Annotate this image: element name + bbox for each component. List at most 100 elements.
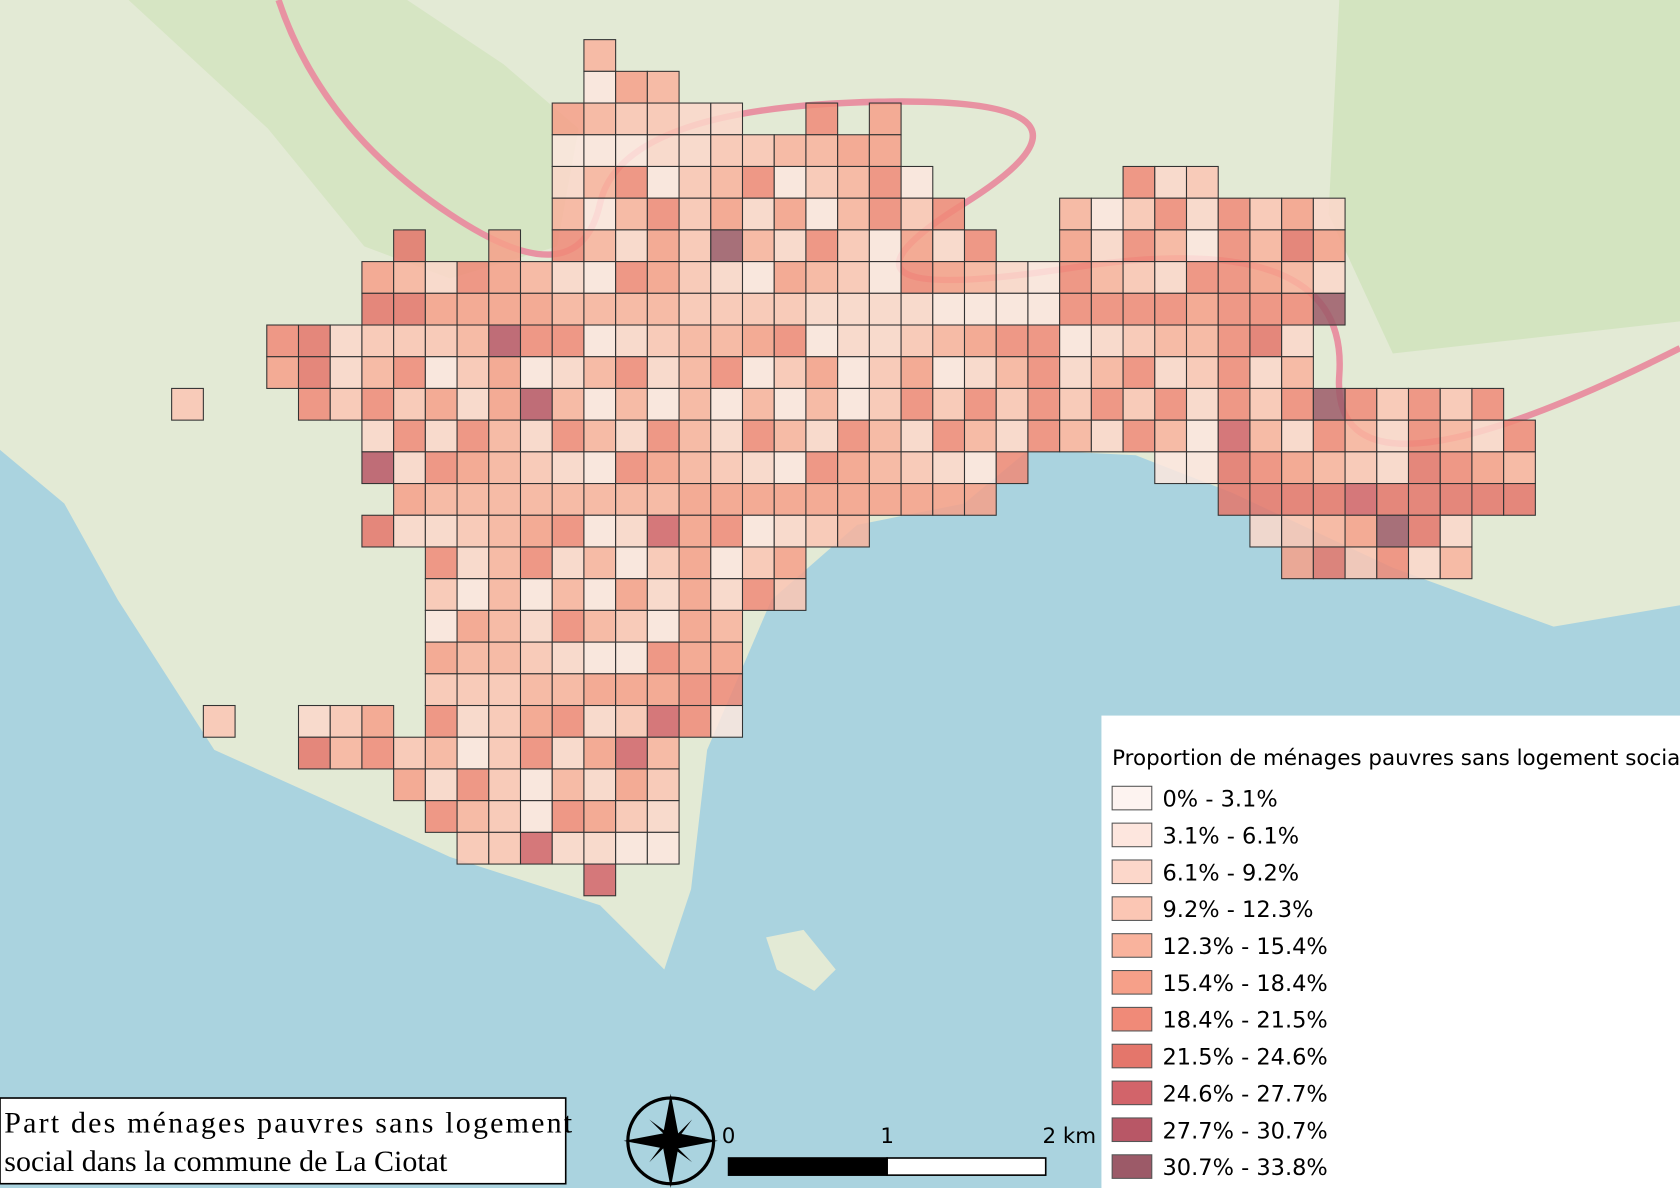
grid-cell [1090, 419, 1124, 453]
grid-cell [1249, 451, 1283, 485]
legend-swatch [1111, 1080, 1153, 1106]
grid-cell [551, 229, 585, 263]
grid-cell [805, 102, 839, 136]
grid-cell [583, 578, 617, 611]
grid-cell [678, 229, 712, 263]
grid-cell [551, 356, 585, 389]
grid-cell [1503, 419, 1536, 453]
grid-cell [837, 165, 870, 199]
legend-swatch [1111, 822, 1153, 848]
grid-cell [1059, 324, 1092, 358]
grid-cell [868, 451, 902, 485]
grid-cell [646, 419, 680, 453]
grid-cell [424, 768, 458, 802]
grid-cell [710, 229, 744, 263]
grid-cell [424, 641, 458, 675]
grid-cell [615, 673, 648, 707]
legend-box [1101, 715, 1680, 1188]
grid-cell [1249, 229, 1283, 263]
grid-cell [297, 356, 331, 389]
grid-cell [710, 641, 744, 675]
grid-cell [456, 292, 490, 326]
grid-cell [963, 324, 997, 358]
grid-cell [1154, 356, 1188, 389]
grid-cell [900, 324, 934, 358]
grid-cell [424, 704, 458, 738]
grid-cell [488, 673, 522, 707]
grid-cell [1217, 229, 1251, 263]
grid-cell [868, 261, 902, 294]
grid-cell [1090, 356, 1124, 389]
grid-cell [995, 324, 1029, 358]
grid-cell [710, 451, 744, 485]
grid-cell [551, 641, 585, 675]
grid-cell [456, 736, 490, 770]
legend-label: 12.3% - 15.4% [1163, 934, 1328, 960]
grid-cell [678, 704, 712, 738]
grid-cell [1185, 324, 1219, 358]
grid-cell [1059, 387, 1092, 421]
grid-cell [488, 356, 522, 389]
grid-cell [1122, 356, 1156, 389]
grid-cell [519, 641, 553, 675]
grid-cell [1439, 387, 1473, 421]
grid-cell [519, 324, 553, 358]
grid-cell [615, 546, 648, 580]
grid-cell [646, 292, 680, 326]
grid-cell [615, 356, 648, 389]
island [766, 929, 836, 991]
grid-cell [551, 483, 585, 516]
grid-cell [615, 102, 648, 136]
grid-cell [900, 261, 934, 294]
grid-cell [1281, 483, 1314, 516]
grid-cell [329, 387, 363, 421]
grid-cell [805, 356, 839, 389]
grid-cell [519, 387, 553, 421]
grid-cell [1027, 261, 1061, 294]
grid-cell [1185, 165, 1219, 199]
grid-cell [456, 609, 490, 643]
grid-cell [741, 324, 775, 358]
grid-cell [646, 704, 680, 738]
grid-cell [1407, 387, 1441, 421]
grid-cell [583, 70, 617, 104]
grid-cell [615, 641, 648, 675]
grid-cell [646, 261, 680, 294]
grid-cell [456, 451, 490, 485]
grid-cell [1027, 356, 1061, 389]
grid-cell [710, 102, 744, 136]
grid-cell [583, 165, 617, 199]
grid-cell [519, 578, 553, 611]
grid-cell [963, 356, 997, 389]
grid-cell [1059, 229, 1092, 263]
grid-cell [1439, 419, 1473, 453]
grid-cell [710, 673, 744, 707]
grid-cell [868, 419, 902, 453]
grid-cell [646, 768, 680, 802]
grid-cell [678, 483, 712, 516]
grid-cell [1154, 229, 1188, 263]
grid-cell [805, 324, 839, 358]
grid-cell [805, 514, 839, 548]
grid-cell [583, 39, 617, 72]
grid-cell [456, 704, 490, 738]
legend-label: 30.7% - 33.8% [1163, 1155, 1328, 1181]
grid-cell [551, 578, 585, 611]
grid-cell [551, 387, 585, 421]
grid-cell [837, 451, 870, 485]
grid-cell [424, 578, 458, 611]
grid-cell [1439, 546, 1473, 580]
scale-segment [886, 1157, 1047, 1176]
grid-cell [1471, 451, 1505, 485]
grid-cell [583, 863, 617, 897]
grid-cell [932, 229, 966, 263]
grid-cell [266, 356, 300, 389]
grid-cell [932, 292, 966, 326]
grid-cell [1217, 197, 1251, 231]
grid-cell [1344, 483, 1378, 516]
grid-cell [456, 324, 490, 358]
grid-cell [1312, 514, 1346, 548]
grid-cell [393, 483, 426, 516]
grid-cell [678, 134, 712, 168]
grid-cell [1217, 387, 1251, 421]
